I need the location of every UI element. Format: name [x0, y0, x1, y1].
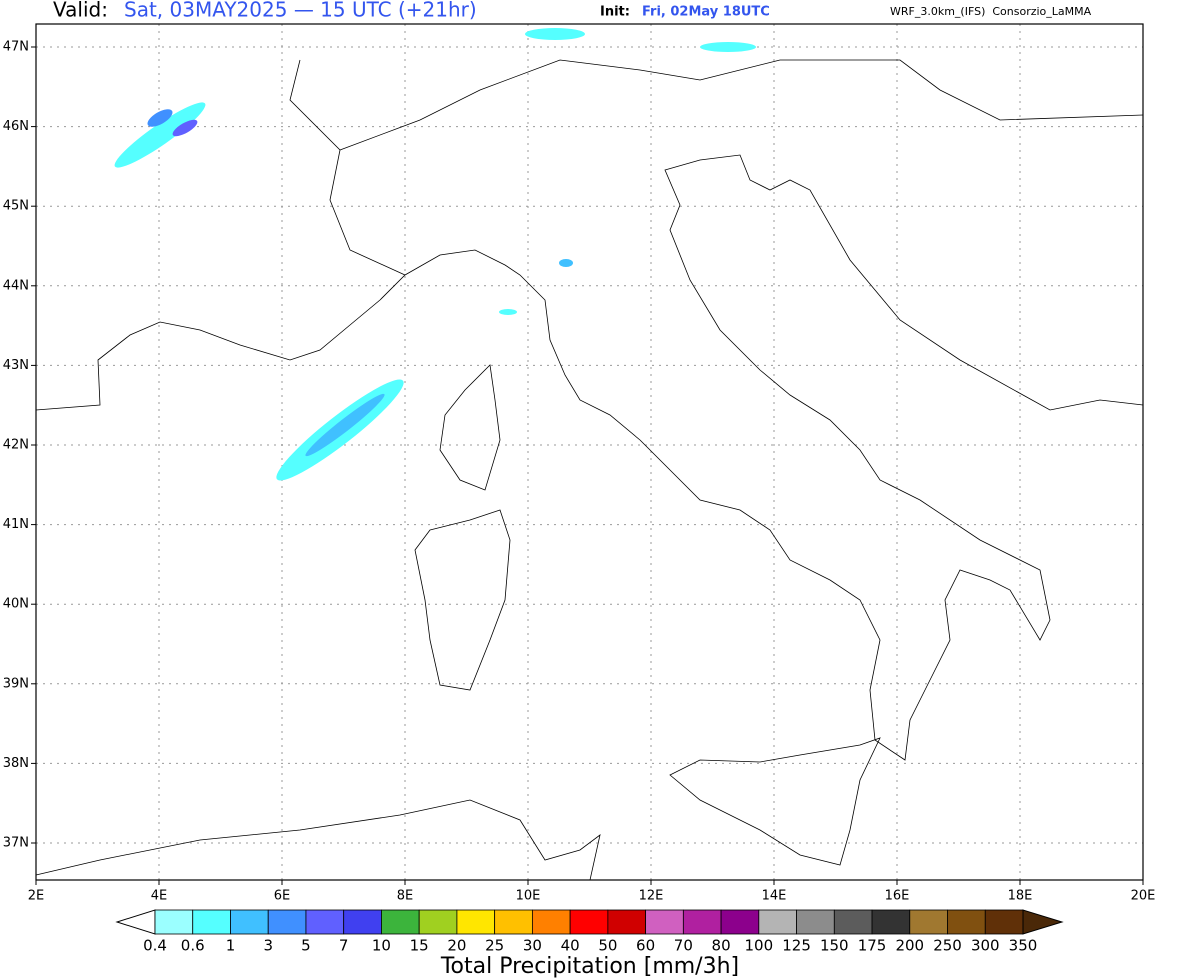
rain-area	[114, 102, 206, 168]
rain-area	[525, 28, 585, 40]
precipitation	[114, 28, 756, 481]
lat-tick-label: 41N	[3, 517, 29, 532]
colorbar-label: 200	[895, 937, 924, 955]
colorbar-box	[833, 909, 873, 935]
rain-area	[559, 259, 573, 267]
colorbar-label: 40	[561, 937, 580, 955]
lat-tick-label: 40N	[3, 597, 29, 612]
valid-label: Valid:	[53, 0, 108, 22]
rain-area	[700, 42, 756, 52]
lon-tick-label: 12E	[639, 889, 664, 904]
lon-tick-label: 8E	[397, 889, 414, 904]
colorbar-over	[1022, 909, 1064, 935]
colorbar-label: 25	[485, 937, 504, 955]
colorbar-box	[305, 909, 345, 935]
colorbar-box	[531, 909, 571, 935]
lat-tick-label: 39N	[3, 676, 29, 691]
colorbar-box	[871, 909, 911, 935]
model-label: WRF_3.0km_(IFS) Consorzio_LaMMA	[890, 5, 1092, 18]
rain-area	[499, 309, 517, 315]
valid-time: Sat, 03MAY2025 — 15 UTC (+21hr)	[124, 0, 477, 22]
corsica	[439, 364, 501, 491]
lat-tick-label: 45N	[3, 199, 29, 214]
lat-tick-label: 44N	[3, 278, 29, 293]
lon-tick-label: 18E	[1008, 889, 1033, 904]
colorbar-box	[758, 909, 797, 935]
colorbar-title: Total Precipitation [mm/3h]	[440, 954, 739, 979]
colorbar-label: 3	[263, 937, 273, 955]
colorbar-box	[682, 909, 722, 935]
colorbar-label: 1	[226, 937, 236, 955]
colorbar-label: 5	[301, 937, 311, 955]
colorbar-box	[947, 909, 986, 935]
lat-tick-label: 38N	[3, 756, 29, 771]
colorbar-label: 175	[858, 937, 887, 955]
colorbar-label: 7	[339, 937, 349, 955]
lon-tick-label: 6E	[274, 889, 291, 904]
colorbar-box	[343, 909, 382, 935]
colorbar-box	[418, 909, 458, 935]
init-time: Fri, 02May 18UTC	[642, 5, 770, 20]
lon-tick-label: 4E	[151, 889, 168, 904]
colorbar-label: 250	[933, 937, 962, 955]
colorbar-label: 50	[598, 937, 617, 955]
colorbar-label: 10	[372, 937, 391, 955]
rain-area	[172, 119, 198, 137]
colorbar-box	[154, 909, 194, 935]
colorbar-label: 60	[636, 937, 655, 955]
init-label: Init:	[600, 5, 630, 20]
colorbar-label: 125	[782, 937, 811, 955]
lat-tick-label: 47N	[3, 40, 29, 55]
colorbar-under	[115, 909, 156, 935]
colorbar: 0.4 0.6 1 3 5 7 10 15 20 25 30 40 50 60 70 80 100 125 150 1…	[115, 909, 1064, 955]
map-frame	[35, 23, 1144, 881]
lat-tick-label: 37N	[3, 836, 29, 851]
colorbar-box	[381, 909, 420, 935]
colorbar-box	[720, 909, 760, 935]
colorbar-box	[230, 909, 269, 935]
sicily	[669, 737, 881, 866]
colorbar-box	[569, 909, 609, 935]
colorbar-box	[456, 909, 496, 935]
colorbar-box	[984, 909, 1024, 935]
grid: 2E 4E 6E 8E 10E 12E 14E 16E 18E 20E 37N 38N 39N 40N 41…	[3, 24, 1156, 904]
lat-tick-label: 46N	[3, 119, 29, 134]
colorbar-label: 80	[712, 937, 731, 955]
rain-area	[305, 393, 385, 457]
colorbar-box	[192, 909, 231, 935]
colorbar-label: 70	[674, 937, 693, 955]
colorbar-label: 100	[745, 937, 774, 955]
colorbar-label: 350	[1009, 937, 1038, 955]
rain-area	[147, 109, 173, 127]
colorbar-box	[267, 909, 307, 935]
lat-tick-label: 43N	[3, 358, 29, 373]
colorbar-label: 0.4	[143, 937, 167, 955]
colorbar-label: 150	[820, 937, 849, 955]
lon-tick-label: 16E	[885, 889, 910, 904]
sardinia	[414, 509, 511, 691]
lon-tick-label: 14E	[762, 889, 787, 904]
colorbar-label: 20	[447, 937, 466, 955]
colorbar-box	[645, 909, 684, 935]
mainland-coast	[35, 154, 1144, 761]
colorbar-label: 0.6	[181, 937, 205, 955]
colorbar-label: 300	[971, 937, 1000, 955]
colorbar-box	[796, 909, 835, 935]
lon-tick-label: 2E	[28, 889, 45, 904]
colorbar-box	[607, 909, 647, 935]
colorbar-label: 15	[410, 937, 429, 955]
coastlines	[35, 59, 1144, 881]
lon-tick-label: 20E	[1131, 889, 1156, 904]
colorbar-label: 30	[523, 937, 542, 955]
colorbar-box	[494, 909, 533, 935]
lat-tick-label: 42N	[3, 438, 29, 453]
alps-border	[289, 59, 406, 276]
north-border	[339, 59, 1144, 151]
colorbar-box	[909, 909, 948, 935]
africa-coast	[35, 799, 601, 881]
lon-tick-label: 10E	[516, 889, 541, 904]
